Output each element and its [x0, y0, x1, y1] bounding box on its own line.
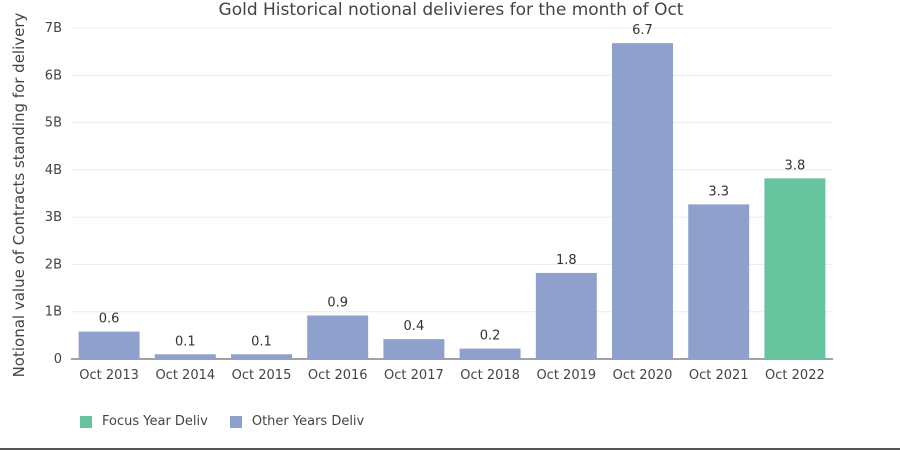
gridlines: [71, 27, 833, 360]
data-label: 0.2: [480, 329, 501, 344]
data-label: 0.1: [251, 334, 272, 349]
bar: [307, 315, 369, 359]
legend-label-focus: Focus Year Deliv: [102, 414, 208, 429]
y-tick-label: 0: [54, 352, 62, 367]
bar: [78, 331, 140, 359]
legend-item-other[interactable]: Other Years Deliv: [229, 414, 365, 429]
x-tick-label: Oct 2019: [536, 368, 596, 383]
x-tick-label: Oct 2015: [232, 368, 292, 383]
bar: [764, 178, 826, 359]
bar: [231, 354, 292, 359]
data-label: 0.6: [99, 312, 120, 327]
y-axis-label: Notional value of Contracts standing for…: [10, 12, 28, 377]
y-tick-label: 1B: [45, 305, 62, 320]
data-label: 1.8: [556, 253, 577, 268]
bars: [78, 43, 826, 359]
y-tick-label: 4B: [45, 163, 62, 178]
data-label: 0.1: [175, 334, 196, 349]
x-tick-label: Oct 2014: [155, 368, 215, 383]
x-tick-label: Oct 2020: [613, 368, 673, 383]
y-axis-ticks: 0 1B 2B 3B 4B 5B 6B 7B: [45, 21, 62, 367]
x-tick-label: Oct 2021: [689, 368, 749, 383]
legend-swatch-focus: [80, 415, 92, 428]
legend-swatch-other: [229, 415, 242, 428]
legend-item-focus[interactable]: Focus Year Deliv: [80, 414, 208, 429]
bar: [459, 348, 521, 359]
data-labels: 0.6 0.1 0.1 0.9 0.4 0.2 1.8 6.7 3.3 3.8: [99, 23, 805, 349]
x-tick-label: Oct 2018: [460, 368, 520, 383]
x-tick-label: Oct 2016: [308, 368, 368, 383]
bar: [535, 272, 597, 359]
y-tick-label: 2B: [45, 257, 62, 272]
y-tick-label: 7B: [45, 21, 62, 36]
y-tick-label: 5B: [45, 116, 62, 131]
bar: [154, 354, 216, 359]
data-label: 0.4: [404, 319, 425, 334]
y-tick-label: 6B: [45, 68, 62, 83]
x-tick-label: Oct 2013: [79, 368, 139, 383]
data-label: 0.9: [327, 295, 348, 310]
x-tick-label: Oct 2022: [765, 368, 825, 383]
data-label: 3.8: [785, 158, 806, 173]
x-axis-ticks: Oct 2013 Oct 2014 Oct 2015 Oct 2016 Oct 2017…: [79, 368, 825, 383]
chart-title: Gold Historical notional delivieres for …: [219, 0, 684, 20]
x-tick-label: Oct 2017: [384, 368, 444, 383]
legend: Focus Year Deliv Other Years Deliv: [80, 414, 364, 429]
bottom-rule: [0, 448, 900, 450]
legend-label-other: Other Years Deliv: [251, 414, 365, 429]
bar: [383, 339, 445, 359]
bar: [612, 43, 673, 359]
bar: [688, 204, 750, 359]
data-label: 3.3: [708, 184, 729, 199]
y-tick-label: 3B: [45, 210, 62, 225]
data-label: 6.7: [632, 23, 653, 38]
